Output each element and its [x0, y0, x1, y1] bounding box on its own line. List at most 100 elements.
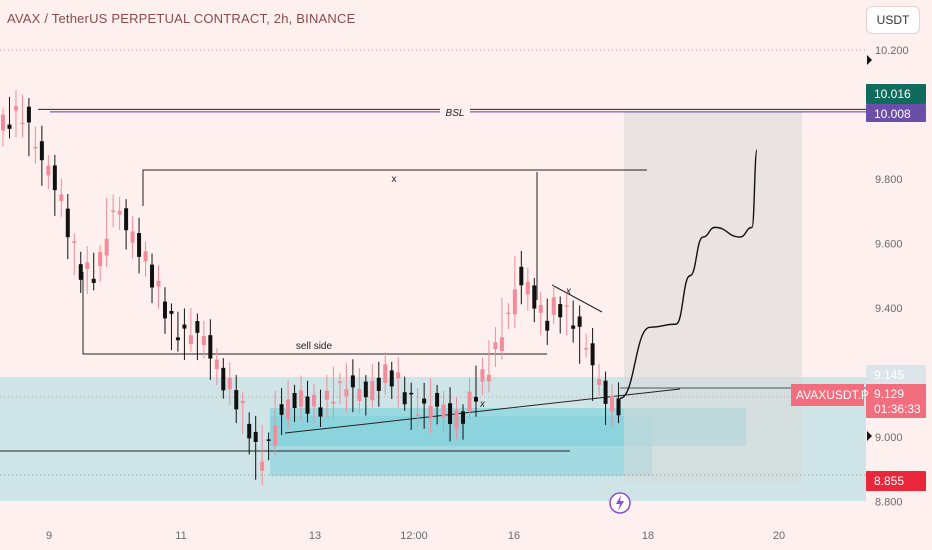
- y-tick-label: 10.200: [875, 45, 909, 57]
- candle-body: [156, 280, 161, 287]
- candle-body: [117, 210, 122, 215]
- candle-body: [402, 392, 407, 405]
- candle-body: [344, 389, 349, 397]
- candle-body: [584, 348, 589, 350]
- symbol-tag-label: AVAXUSDT.P: [796, 388, 869, 402]
- price-tag-label: 10.016: [874, 87, 911, 101]
- candle-body: [324, 390, 329, 400]
- candle-body: [124, 208, 129, 231]
- triangle-marker-icon[interactable]: [867, 55, 872, 65]
- candle-body: [7, 124, 12, 129]
- candle-body: [512, 289, 517, 315]
- mini-trendline: [551, 284, 603, 313]
- candle-body: [422, 398, 427, 404]
- y-tick-label: 9.600: [875, 239, 903, 251]
- triangle-marker-icon[interactable]: [867, 431, 872, 441]
- candle-body: [441, 404, 446, 418]
- x-top-label: x: [392, 174, 397, 185]
- price-axis-bg: [866, 0, 932, 550]
- candle-body: [130, 231, 135, 243]
- candle-body: [603, 380, 608, 404]
- lightning-icon-glyph: [616, 495, 624, 511]
- candle-body: [299, 390, 304, 407]
- candle-body: [39, 141, 44, 161]
- candle-body: [221, 367, 226, 391]
- candle-body: [162, 301, 167, 319]
- candle-body: [137, 233, 142, 257]
- candle-body: [415, 414, 420, 416]
- candle-body: [376, 377, 381, 391]
- candle-body: [616, 398, 621, 416]
- candle-body: [597, 379, 602, 385]
- candle-body: [13, 106, 18, 111]
- candle-body: [350, 375, 355, 388]
- candle-body: [370, 381, 375, 401]
- candle-body: [195, 320, 200, 333]
- price-tag-label: 8.855: [874, 474, 904, 488]
- price-tag-9-145: [866, 365, 926, 387]
- candle-body: [208, 335, 213, 359]
- candle-body: [46, 165, 51, 176]
- candle-body: [532, 285, 537, 309]
- candle-body: [590, 343, 595, 366]
- candle-body: [486, 374, 491, 382]
- x-small-label-1: x: [565, 286, 572, 297]
- price-tag-9-129: [866, 384, 926, 418]
- candle-body: [331, 401, 336, 404]
- candle-body: [506, 312, 511, 315]
- candle-body: [98, 252, 103, 267]
- candle-body: [72, 241, 77, 244]
- candle-body: [409, 392, 414, 395]
- candle-body: [260, 461, 265, 471]
- candle-body: [564, 305, 569, 307]
- candle-body: [551, 297, 556, 315]
- candle-body: [448, 403, 453, 424]
- y-tick-label: 9.400: [875, 303, 903, 315]
- candle-body: [85, 262, 90, 269]
- candle-body: [91, 278, 96, 283]
- candle-body: [357, 389, 362, 402]
- candle-body: [610, 395, 615, 412]
- candle-body: [435, 392, 440, 407]
- currency-button[interactable]: USDT: [866, 6, 920, 34]
- candle-body: [247, 423, 252, 439]
- countdown-label: 01:36:33: [874, 402, 921, 416]
- candle-body: [214, 359, 219, 370]
- candle-body: [78, 264, 83, 280]
- candle-body: [396, 372, 401, 379]
- candle-body: [545, 320, 550, 331]
- x-range-line: [142, 169, 647, 206]
- candle-body: [59, 194, 64, 201]
- x-tick-label: 18: [642, 530, 654, 542]
- candle-body: [266, 439, 271, 441]
- projection-path: [619, 149, 758, 399]
- candle-body: [227, 377, 232, 390]
- candle-body: [234, 390, 239, 410]
- candle-body: [312, 394, 316, 407]
- x-tick-label: 12:00: [400, 530, 428, 542]
- candle-body: [188, 335, 193, 344]
- price-tag-label: 9.145: [874, 368, 904, 382]
- candle-body: [273, 425, 278, 447]
- target-box: [624, 112, 802, 482]
- candle-body: [473, 396, 478, 402]
- candle-body: [111, 210, 116, 213]
- candle-body: [571, 325, 576, 329]
- sell-side-line: [82, 272, 547, 355]
- price-tag-8-855: [866, 471, 926, 491]
- chart-title: AVAX / TetherUS PERPETUAL CONTRACT, 2h, …: [7, 11, 356, 26]
- trendline: [284, 388, 681, 434]
- candle-body: [428, 405, 433, 417]
- candle-body: [577, 316, 582, 327]
- sell-side-label: sell side: [296, 341, 333, 352]
- candle-body: [20, 122, 25, 125]
- order-block-zone: [270, 416, 652, 476]
- candle-body: [33, 146, 38, 149]
- x-small-label-2: x: [479, 399, 486, 410]
- candle-body: [558, 304, 563, 318]
- price-tag-10-016: [866, 84, 926, 104]
- price-tag-label: 10.008: [874, 107, 911, 121]
- candle-body: [389, 370, 394, 387]
- candle-body: [363, 381, 368, 398]
